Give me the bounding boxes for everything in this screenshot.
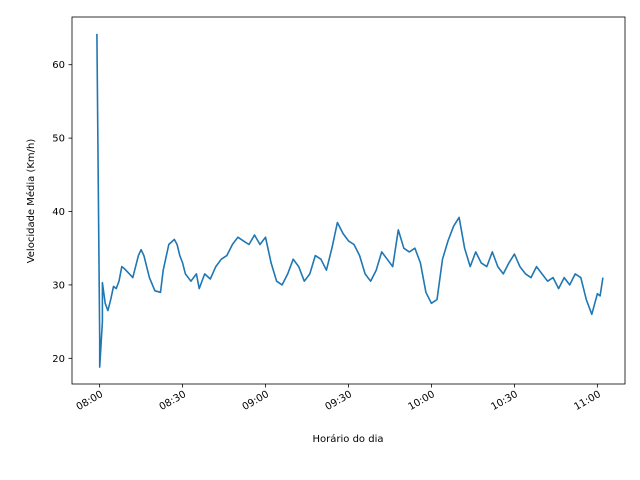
y-tick-label: 40 (52, 207, 65, 218)
y-tick-label: 60 (52, 60, 65, 71)
axes: 20 30 40 50 60 08:00 08:30 09:00 09:30 10:00 10:30… (52, 16, 626, 413)
y-tick-label: 20 (52, 354, 65, 365)
series-line-0 (96, 33, 604, 368)
x-axis-label: Horário do dia (313, 433, 384, 445)
x-tick-label: 08:30 (158, 389, 188, 413)
plot-area (96, 33, 604, 368)
y-tick-label: 50 (52, 134, 65, 145)
plot-frame (71, 16, 626, 385)
x-tick-label: 09:30 (324, 389, 354, 413)
y-tick-label: 30 (52, 280, 65, 291)
x-tick-label: 09:00 (241, 389, 271, 413)
x-tick-label: 10:30 (489, 389, 519, 413)
x-tick-label: 11:00 (572, 389, 602, 413)
y-axis-label: Velocidade Média (Km/h) (25, 139, 37, 264)
x-tick-label: 08:00 (75, 389, 105, 413)
x-tick-label: 10:00 (406, 389, 436, 413)
